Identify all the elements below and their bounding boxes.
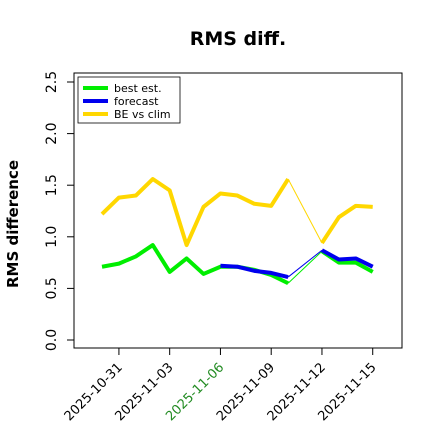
legend-entry: best est.: [114, 82, 162, 95]
series-be-vs-clim: [100, 177, 373, 248]
legend-entry: BE vs clim: [114, 108, 171, 121]
series-line: [100, 177, 290, 248]
series-line: [220, 263, 289, 279]
y-tick-label: 0.5: [44, 277, 60, 299]
y-axis-label: RMS difference: [4, 160, 22, 288]
series-line: [101, 243, 289, 286]
y-tick-label: 1.0: [44, 226, 60, 248]
series-line: [320, 248, 374, 269]
x-axis: 2025-10-312025-11-032025-11-062025-11-09…: [62, 347, 380, 424]
chart-title: RMS diff.: [190, 28, 287, 50]
y-tick-label: 1.5: [44, 174, 60, 196]
y-tick-label: 0.0: [44, 329, 60, 351]
series-line: [320, 203, 373, 245]
y-tick-label: 2.5: [44, 71, 60, 93]
series-connector: [287, 250, 323, 284]
series-connector: [287, 178, 323, 244]
series-connector: [287, 249, 323, 278]
series-forecast: [220, 248, 374, 279]
y-axis: 0.0 0.5 1.0 1.5 2.0 2.5: [44, 71, 75, 351]
legend-entry: forecast: [114, 95, 159, 108]
y-tick-label: 2.0: [44, 122, 60, 144]
series-best-est-: [101, 243, 374, 286]
series-layer: [100, 177, 374, 286]
